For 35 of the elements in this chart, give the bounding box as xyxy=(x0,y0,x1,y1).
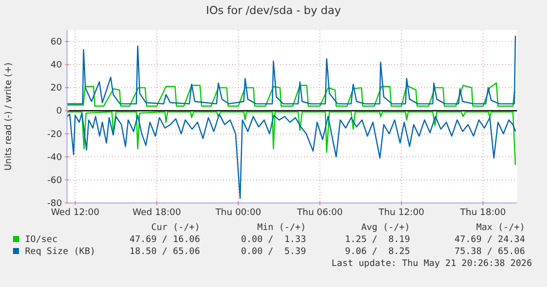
chart-title: IOs for /dev/sda - by day xyxy=(206,4,342,17)
y-axis-title: Units read (-) / write (+) xyxy=(4,62,14,171)
legend-label: Req Size (KB) xyxy=(25,247,96,257)
text: 75.38 / 65.06 xyxy=(454,247,525,257)
x-tick-label: Wed 18:00 xyxy=(132,208,182,218)
y-tick-label: -40 xyxy=(47,152,62,163)
text: Last update: Thu May 21 20:26:38 2026 xyxy=(332,259,532,269)
text: Max (-/+) xyxy=(476,223,525,233)
text: 47.69 / 24.34 xyxy=(454,235,525,245)
y-tick-label: -80 xyxy=(47,199,62,209)
line-series xyxy=(66,111,516,166)
y-tick-label: -60 xyxy=(47,176,62,186)
text: 47.69 / 16.06 xyxy=(130,235,200,245)
text: Avg (-/+) xyxy=(361,223,410,233)
text: 9.06 / 8.25 xyxy=(344,247,410,257)
line-series xyxy=(66,35,516,104)
text: Cur (-/+) xyxy=(151,223,200,233)
x-tick-label: Wed 12:00 xyxy=(50,208,100,218)
y-tick-label: -20 xyxy=(47,130,62,140)
text: 18.50 / 65.06 xyxy=(130,247,200,257)
y-tick-label: 60 xyxy=(50,38,62,48)
x-tick-label: Thu 06:00 xyxy=(296,208,343,218)
x-tick-label: Thu 18:00 xyxy=(459,208,506,218)
x-tick-label: Thu 00:00 xyxy=(214,208,262,218)
text: 1.25 / 8.19 xyxy=(344,235,410,245)
y-tick-label: 20 xyxy=(50,84,62,94)
line-series xyxy=(66,112,516,199)
x-tick-label: Thu 12:00 xyxy=(378,208,425,218)
text: 0.00 / 1.33 xyxy=(240,235,306,245)
text: Min (-/+) xyxy=(257,223,306,233)
legend-label: IO/sec xyxy=(25,235,58,245)
y-tick-label: 0 xyxy=(56,106,62,117)
line-series xyxy=(66,82,516,107)
text: 0.00 / 5.39 xyxy=(240,247,306,257)
y-tick-label: 40 xyxy=(50,60,62,71)
